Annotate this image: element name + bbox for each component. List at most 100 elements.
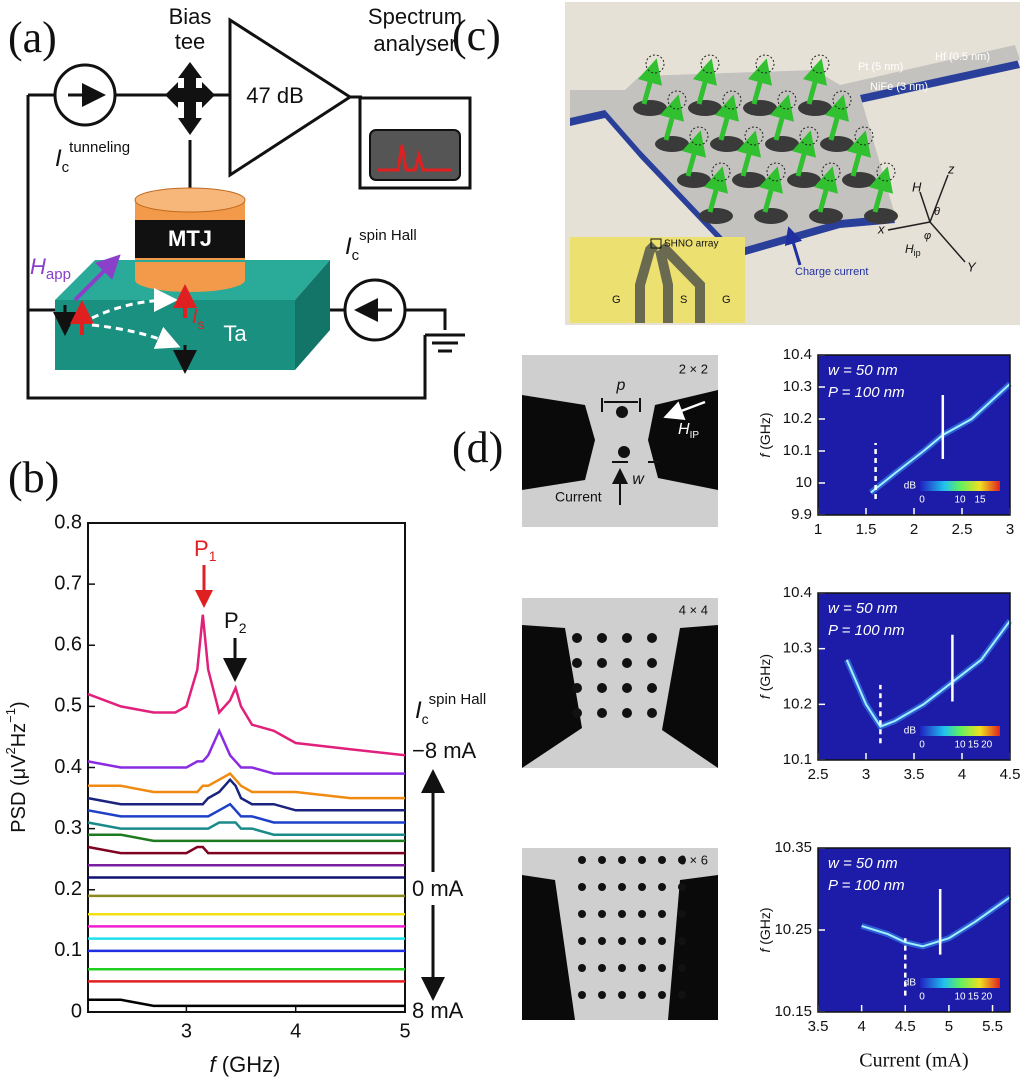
nano-hole — [820, 136, 854, 152]
superscript: −1 — [3, 708, 18, 723]
nano-hole — [765, 136, 799, 152]
annotation: P = 100 nm — [828, 622, 905, 639]
colorbar-label: 10 — [954, 495, 966, 506]
nano-hole — [754, 208, 788, 224]
y-axis-label: f (GHz) — [757, 654, 773, 699]
moment-arrow — [692, 58, 718, 105]
y-tick-label: 10.2 — [783, 410, 812, 427]
moment-arrow — [824, 94, 850, 141]
nano-hole — [678, 964, 686, 972]
nano-hole — [633, 100, 667, 116]
nano-hole — [618, 883, 626, 891]
current-value: 8 mA — [412, 998, 464, 1023]
current-label: Charge current — [795, 266, 868, 278]
subscript: c — [352, 247, 360, 264]
current-label: Ic spin Hall — [345, 227, 417, 264]
x-tick-label: 1.5 — [856, 521, 877, 538]
x-tick-label: 3.5 — [904, 766, 925, 783]
y-tick-label: 9.9 — [791, 506, 812, 523]
axis — [887, 221, 931, 231]
nano-hole — [597, 683, 607, 693]
axis-label: z — [947, 161, 955, 176]
plot-frame — [817, 354, 1011, 516]
y-tick-label: 0.1 — [54, 939, 82, 961]
nano-hole — [647, 658, 657, 668]
colorbar-title: dB — [904, 726, 917, 737]
symbol: H — [905, 242, 914, 256]
precession — [821, 162, 841, 182]
nano-hole — [622, 683, 632, 693]
colorbar-label: 15 — [974, 495, 986, 506]
axis-label: Y — [967, 259, 977, 274]
mtj-body — [135, 262, 245, 280]
nano-hole — [699, 208, 733, 224]
nano-hole — [618, 937, 626, 945]
moment-arrow — [769, 94, 795, 141]
superscript: spin Hall — [359, 227, 417, 244]
panel-label: (b) — [8, 453, 59, 502]
spin-current — [91, 323, 181, 349]
symbol: P — [224, 608, 239, 633]
precession — [876, 162, 896, 182]
nano-hole — [678, 856, 686, 864]
x-tick-label: 4 — [290, 1020, 301, 1042]
colorbar — [920, 726, 1000, 736]
nano-hole — [678, 910, 686, 918]
label: MTJ — [168, 226, 212, 251]
colorbar — [920, 978, 1000, 988]
nano-holes — [578, 856, 686, 999]
label: analyser — [373, 31, 456, 56]
nano-hole — [597, 658, 607, 668]
subscript: 2 — [239, 620, 247, 636]
nano-hole — [622, 658, 632, 668]
y-tick-label: 10.25 — [774, 921, 812, 938]
colorbar-label: 0 — [919, 740, 925, 751]
nano-hole — [572, 683, 582, 693]
precession — [689, 126, 709, 146]
label: 47 dB — [246, 83, 304, 108]
nano-hole — [578, 937, 586, 945]
mode-line — [845, 620, 1011, 728]
nano-hole — [638, 937, 646, 945]
ta-side — [295, 260, 330, 370]
nano-hole — [618, 964, 626, 972]
precession — [744, 126, 764, 146]
colorbar-label: 10 — [954, 740, 966, 751]
y-axis-label: PSD (μV2Hz−1) — [3, 701, 30, 832]
dimension-label: w — [632, 471, 645, 488]
spectrum-line — [88, 833, 405, 843]
x-tick-label: 1 — [814, 521, 822, 538]
nano-hole — [842, 172, 876, 188]
label-part: PSD (μV — [8, 754, 30, 833]
x-axis-label: f (GHz) — [210, 1052, 281, 1077]
symbol: I — [415, 697, 422, 724]
plot-frame — [817, 592, 1011, 761]
nano-hole — [597, 708, 607, 718]
nano-holes — [572, 633, 657, 718]
ground — [425, 333, 465, 353]
x-tick-label: 2.5 — [808, 766, 829, 783]
y-tick-label: 0 — [71, 1000, 82, 1022]
mode-line — [861, 896, 1011, 948]
nano-hole — [678, 883, 686, 891]
nano-hole — [678, 937, 686, 945]
inset-marker — [650, 238, 662, 249]
nano-hole — [578, 883, 586, 891]
moment-arrow — [868, 166, 894, 213]
moment-arrow — [681, 130, 707, 177]
nano-hole — [658, 883, 666, 891]
label-part: (GHz) — [216, 1052, 281, 1077]
colorbar-label: 10 — [954, 992, 966, 1003]
label-part: f — [757, 693, 773, 699]
axis — [929, 221, 966, 263]
nano-hole — [638, 910, 646, 918]
symbol: I — [55, 145, 62, 172]
x-tick-label: 2 — [910, 521, 918, 538]
nano-hole — [743, 100, 777, 116]
nano-hole — [618, 856, 626, 864]
array-size: 6 × 6 — [679, 852, 708, 867]
spectrum-trace — [378, 144, 452, 172]
y-axis-label: f (GHz) — [757, 412, 773, 457]
nano-hole — [597, 633, 607, 643]
y-tick-label: 0.5 — [54, 695, 82, 717]
